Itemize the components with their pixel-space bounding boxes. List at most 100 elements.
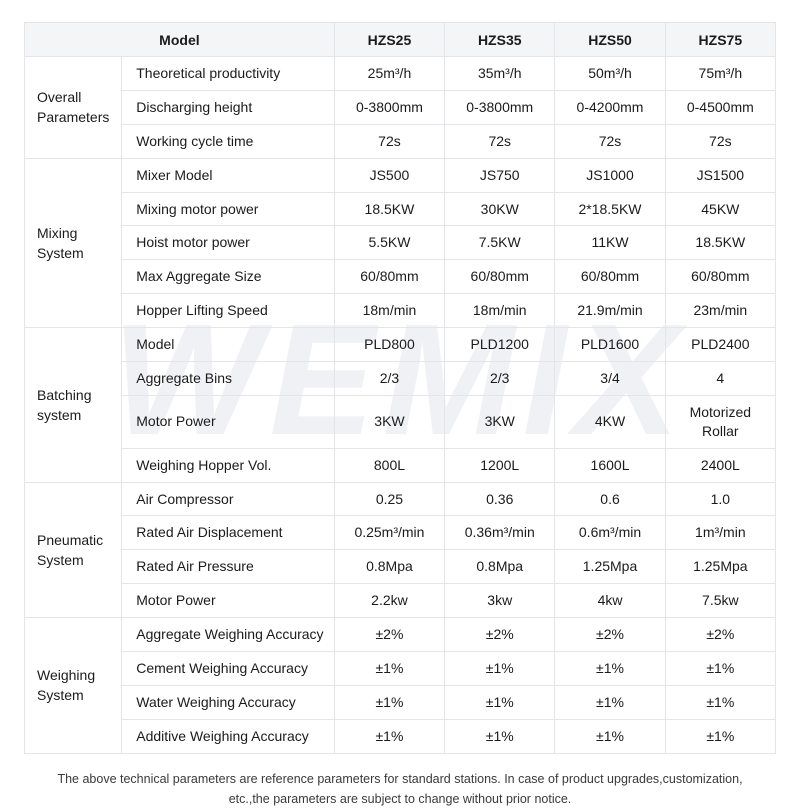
- value-cell: 1.0: [664, 481, 777, 517]
- footer-note-line1: The above technical parameters are refer…: [57, 771, 743, 786]
- value-cell: 4: [664, 361, 777, 396]
- value-cell: 25m³/h: [333, 56, 446, 91]
- value-cell: 60/80mm: [554, 259, 666, 295]
- spec-table: Model HZS25 HZS35 HZS50 HZS75 Overall Pa…: [23, 22, 777, 754]
- value-cell: ±1%: [333, 684, 446, 720]
- value-cell: ±1%: [554, 684, 666, 720]
- value-cell: 0.6: [554, 481, 666, 517]
- column-header-hzs25: HZS25: [333, 22, 446, 57]
- value-cell: 3kw: [444, 583, 556, 619]
- value-cell: 72s: [444, 123, 556, 159]
- value-cell: JS500: [333, 157, 446, 193]
- category-cell: Pneumatic System: [23, 481, 123, 619]
- value-cell: 2/3: [333, 361, 446, 396]
- column-header-hzs35: HZS35: [444, 22, 556, 57]
- table-row: Overall Parameters Theoretical productivi…: [23, 56, 777, 159]
- value-cell: PLD1600: [554, 327, 666, 363]
- value-cell: 0.8Mpa: [444, 549, 556, 585]
- value-cell: ±1%: [664, 651, 777, 686]
- value-cell: 18m/min: [444, 293, 556, 329]
- column-header-hzs50: HZS50: [554, 22, 666, 57]
- value-cell: 30KW: [444, 191, 556, 227]
- value-cell: PLD2400: [664, 327, 777, 363]
- value-cell: ±2%: [664, 617, 777, 653]
- value-cell: ±1%: [444, 718, 556, 754]
- row-label: Motor Power: [121, 394, 335, 449]
- row-label: Theoretical productivity: [121, 56, 335, 91]
- table-row: Water Weighing Accuracy ±1% ±1% ±1% ±1%: [25, 684, 777, 720]
- row-label: Rated Air Pressure: [121, 549, 335, 585]
- row-label: Mixer Model: [121, 157, 335, 193]
- value-cell: 0.25m³/min: [333, 515, 446, 551]
- table-row: Max Aggregate Size 60/80mm 60/80mm 60/80mm 6…: [25, 259, 777, 295]
- value-cell: ±1%: [554, 651, 666, 686]
- table-row: Additive Weighing Accuracy ±1% ±1% ±1% ±1%: [25, 718, 777, 754]
- value-cell: 75m³/h: [664, 56, 777, 91]
- model-header-cell: Model: [24, 22, 335, 57]
- value-cell: 0.8Mpa: [333, 549, 446, 585]
- value-cell: 4KW: [554, 394, 666, 449]
- value-cell: 3/4: [554, 361, 666, 396]
- row-label: Air Compressor: [121, 481, 335, 517]
- value-cell: 60/80mm: [664, 259, 777, 295]
- row-label: Working cycle time: [121, 123, 335, 159]
- row-label: Aggregate Bins: [121, 361, 335, 396]
- value-cell: ±1%: [554, 718, 666, 754]
- value-cell: JS1500: [664, 157, 777, 193]
- value-cell: 18m/min: [333, 293, 446, 329]
- row-label: Mixing motor power: [121, 191, 335, 227]
- value-cell: 5.5KW: [333, 225, 446, 261]
- row-label: Max Aggregate Size: [121, 259, 335, 295]
- spec-table-container: Model HZS25 HZS35 HZS50 HZS75 Overall Pa…: [23, 22, 777, 754]
- value-cell: ±1%: [444, 651, 556, 686]
- row-label: Motor Power: [121, 583, 335, 619]
- value-cell: 0-4200mm: [554, 89, 666, 125]
- table-row: Aggregate Bins 2/3 2/3 3/4 4: [25, 361, 777, 396]
- table-row: Pneumatic System Air Compressor 0.25 0.36 0.…: [23, 481, 777, 619]
- value-cell: 23m/min: [664, 293, 777, 329]
- table-row: Working cycle time 72s 72s 72s 72s: [25, 123, 777, 159]
- spec-table-body: Overall Parameters Theoretical productivi…: [23, 56, 777, 754]
- value-cell: 7.5kw: [664, 583, 777, 619]
- value-cell: 0-3800mm: [444, 89, 556, 125]
- row-label: Cement Weighing Accuracy: [121, 651, 335, 686]
- value-cell: 0-4500mm: [664, 89, 777, 125]
- value-cell: JS1000: [554, 157, 666, 193]
- header-row: Model HZS25 HZS35 HZS50 HZS75: [24, 22, 777, 57]
- value-cell: ±1%: [333, 651, 446, 686]
- table-row: Batching system Model PLD800 PLD1200 PLD1600…: [23, 327, 777, 483]
- value-cell: 3KW: [333, 394, 446, 449]
- value-cell: 18.5KW: [664, 225, 777, 261]
- value-cell: Motorized Rollar: [664, 394, 777, 449]
- category-cell: Mixing System: [23, 157, 123, 329]
- row-label: Water Weighing Accuracy: [121, 684, 335, 720]
- table-row: Weighing Hopper Vol. 800L 1200L 1600L 2400L: [25, 447, 777, 483]
- value-cell: 0.36: [444, 481, 556, 517]
- value-cell: 50m³/h: [554, 56, 666, 91]
- value-cell: 2/3: [444, 361, 556, 396]
- row-label: Weighing Hopper Vol.: [121, 447, 335, 483]
- value-cell: 7.5KW: [444, 225, 556, 261]
- column-header-hzs75: HZS75: [664, 22, 777, 57]
- value-cell: 0-3800mm: [333, 89, 446, 125]
- value-cell: 72s: [664, 123, 777, 159]
- value-cell: 45KW: [664, 191, 777, 227]
- value-cell: 35m³/h: [444, 56, 556, 91]
- table-row: Mixing motor power 18.5KW 30KW 2*18.5KW 45KW: [25, 191, 777, 227]
- value-cell: 4kw: [554, 583, 666, 619]
- value-cell: 800L: [333, 447, 446, 483]
- value-cell: 2*18.5KW: [554, 191, 666, 227]
- value-cell: 1600L: [554, 447, 666, 483]
- table-row: Hopper Lifting Speed 18m/min 18m/min 21.9m/…: [25, 293, 777, 329]
- value-cell: PLD800: [333, 327, 446, 363]
- value-cell: JS750: [444, 157, 556, 193]
- value-cell: 2.2kw: [333, 583, 446, 619]
- row-label: Additive Weighing Accuracy: [121, 718, 335, 754]
- value-cell: 0.6m³/min: [554, 515, 666, 551]
- value-cell: 1200L: [444, 447, 556, 483]
- row-label: Hoist motor power: [121, 225, 335, 261]
- table-row: Discharging height 0-3800mm 0-3800mm 0-4200…: [25, 89, 777, 125]
- value-cell: ±1%: [444, 684, 556, 720]
- table-row: Rated Air Displacement 0.25m³/min 0.36m³/m…: [25, 515, 777, 551]
- table-row: Mixing System Mixer Model JS500 JS750 JS1000…: [23, 157, 777, 329]
